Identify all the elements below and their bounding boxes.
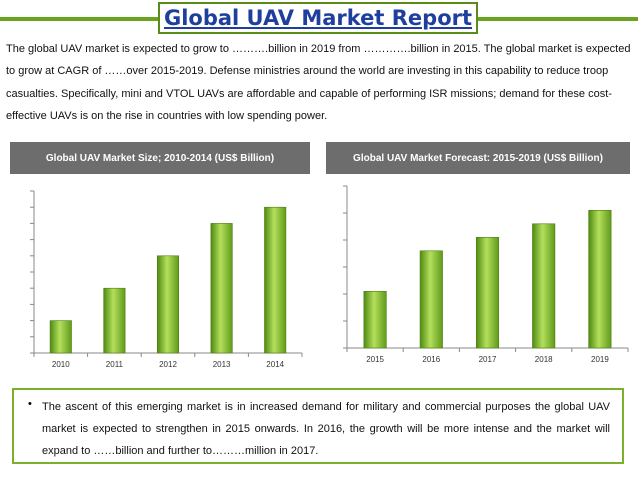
bar-2010	[49, 320, 72, 354]
x-tick-label: 2015	[366, 355, 384, 364]
x-tick-label: 2019	[591, 355, 609, 364]
bar-2014	[264, 206, 287, 354]
x-tick-label: 2014	[266, 360, 284, 369]
intro-paragraph: The global UAV market is expected to gro…	[6, 43, 631, 122]
x-tick-label: 2017	[479, 355, 497, 364]
x-tick-label: 2016	[422, 355, 440, 364]
summary-text: The ascent of this emerging market is in…	[42, 401, 610, 457]
market-size-chart: 2010 2011 2012 2013 2014	[30, 190, 303, 369]
bar-2017	[475, 236, 500, 349]
bullet-marker: •	[28, 398, 32, 410]
x-tick-label: 2011	[106, 360, 124, 369]
chart-1-header: Global UAV Market Size; 2010-2014 (US$ B…	[10, 142, 310, 174]
bar-2015	[363, 291, 387, 349]
x-tick-label: 2012	[159, 360, 177, 369]
bar-2016	[419, 250, 443, 349]
summary-box: • The ascent of this emerging market is …	[12, 388, 624, 464]
bar-2011	[103, 287, 126, 354]
bar-2019	[588, 209, 612, 349]
chart-2-title: Global UAV Market Forecast: 2015-2019 (U…	[353, 152, 603, 164]
bar-2013	[210, 223, 233, 354]
bar-2012	[156, 255, 180, 354]
chart-2-header: Global UAV Market Forecast: 2015-2019 (U…	[326, 142, 630, 174]
chart-1-title: Global UAV Market Size; 2010-2014 (US$ B…	[45, 152, 275, 164]
x-tick-label: 2013	[213, 360, 231, 369]
x-tick-label: 2010	[52, 360, 70, 369]
title-box: Global UAV Market Report	[158, 2, 478, 34]
page-title: Global UAV Market Report	[163, 6, 473, 30]
market-forecast-chart: 2015 2016 2017 2018 2019	[343, 185, 629, 364]
x-tick-label: 2018	[535, 355, 553, 364]
bar-2018	[532, 223, 556, 349]
